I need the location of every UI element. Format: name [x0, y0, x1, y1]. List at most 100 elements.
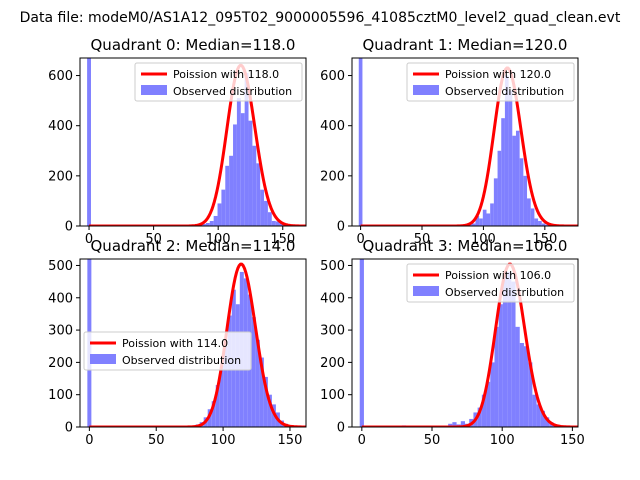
histogram-bar [532, 394, 537, 427]
y-tick-label: 400 [320, 291, 345, 306]
legend: Poission with 118.0 Observed distribution [134, 62, 303, 102]
histogram-bar [225, 165, 230, 226]
legend-box [83, 331, 252, 371]
legend-hist-swatch [413, 286, 439, 296]
histogram-bar [211, 401, 216, 427]
histogram-bar [223, 346, 228, 427]
y-tick-label: 0 [337, 421, 345, 436]
histogram-bar [217, 203, 222, 226]
histogram-bar [519, 343, 524, 427]
legend-line-label: Poission with 114.0 [122, 337, 228, 350]
histogram-bar [233, 124, 237, 226]
legend-line-label: Poission with 106.0 [445, 269, 551, 282]
legend-line-label: Poission with 120.0 [445, 68, 551, 81]
y-tick-label: 200 [48, 169, 73, 184]
histogram-bar [519, 158, 524, 226]
legend-box [406, 263, 575, 303]
y-tick-label: 200 [48, 356, 73, 371]
legend: Poission with 106.0 Observed distribution [406, 263, 575, 303]
x-tick-label: 100 [471, 232, 496, 247]
panel-quadrant-2: 0 50 100 150 0 100 200 300 400 500 Quadrant 2: Med… [48, 237, 307, 448]
y-tick-label: 100 [48, 388, 73, 403]
histogram-bar [477, 407, 482, 427]
histogram-bar [545, 417, 550, 427]
histogram-bar [263, 376, 268, 427]
histogram-bar [221, 189, 226, 226]
x-tick-label: 0 [356, 232, 364, 247]
histogram-bar [490, 362, 495, 427]
histogram-bar [481, 394, 487, 427]
x-tick-label: 150 [270, 232, 295, 247]
y-tick-label: 200 [320, 356, 345, 371]
histogram-bar-zero [359, 259, 364, 427]
histogram-bar [275, 221, 280, 226]
histogram-bar [527, 198, 531, 226]
legend-hist-swatch [141, 85, 167, 95]
y-tick-label: 0 [337, 220, 345, 235]
y-tick-label: 600 [48, 69, 73, 84]
panel-title: Quadrant 1: Median=120.0 [363, 36, 568, 54]
histogram-bar [244, 73, 249, 226]
histogram-bar-zero [87, 58, 91, 226]
histogram-bar [511, 281, 516, 427]
histogram-bar [479, 218, 483, 226]
x-tick-label: 100 [206, 232, 231, 247]
legend-line-label: Poission with 118.0 [173, 68, 279, 81]
histogram-bar [452, 422, 457, 427]
legend-hist-swatch [90, 354, 116, 364]
legend-box [406, 62, 575, 102]
histogram-bar [267, 394, 272, 427]
x-tick-label: 50 [145, 232, 162, 247]
histogram-bar [267, 212, 272, 226]
histogram-bar [541, 223, 546, 226]
histogram-bar [538, 220, 542, 226]
x-tick-label: 50 [424, 433, 441, 448]
histogram-bar [528, 362, 533, 427]
histogram-bar [540, 410, 546, 427]
histogram-bar [240, 113, 245, 226]
panel-title: Quadrant 3: Median=106.0 [363, 237, 568, 255]
histogram-bar [248, 120, 253, 226]
poisson-curve [361, 262, 578, 427]
poisson-curve [89, 262, 306, 427]
histogram-bar [279, 223, 284, 226]
y-tick-label: 100 [320, 388, 345, 403]
y-tick-label: 500 [320, 259, 345, 274]
histogram-bar [502, 275, 508, 427]
histogram-bar [534, 218, 539, 226]
x-tick-label: 50 [148, 433, 165, 448]
histogram-bar [213, 215, 218, 226]
legend-hist-label: Observed distribution [445, 286, 564, 299]
histogram-bar [227, 315, 232, 427]
x-tick-label: 0 [358, 433, 366, 448]
histogram-bar [515, 130, 520, 226]
y-tick-label: 500 [48, 259, 73, 274]
legend: Poission with 120.0 Observed distribution [406, 62, 575, 102]
histogram-bar [530, 208, 535, 226]
panel-title: Quadrant 0: Median=118.0 [91, 36, 296, 54]
legend-hist-label: Observed distribution [122, 354, 241, 367]
histogram-bar [219, 365, 224, 427]
x-tick-label: 150 [278, 433, 303, 448]
legend: Poission with 114.0 Observed distribution [83, 331, 252, 371]
histogram-bar [448, 423, 453, 427]
histogram-bar [536, 404, 541, 427]
histogram-bar [475, 215, 480, 226]
x-tick-label: 150 [560, 433, 585, 448]
legend-hist-label: Observed distribution [445, 85, 564, 98]
histogram-bar [508, 90, 513, 226]
axes-frame [79, 258, 307, 428]
histogram-bar [255, 339, 260, 427]
figure-title: Data file: modeM0/AS1A12_095T02_90000055… [20, 10, 621, 26]
histogram-bar [460, 421, 465, 427]
histogram-bar [215, 385, 220, 427]
histogram-bar-zero [358, 58, 363, 226]
y-tick-label: 200 [320, 169, 345, 184]
histogram-bar [507, 271, 512, 427]
histogram-bar [264, 200, 268, 226]
histogram-bar [512, 135, 516, 226]
histogram-bar [523, 175, 528, 226]
axes-frame [351, 258, 579, 428]
histogram-bar [545, 224, 550, 226]
histogram-bar [501, 118, 505, 226]
